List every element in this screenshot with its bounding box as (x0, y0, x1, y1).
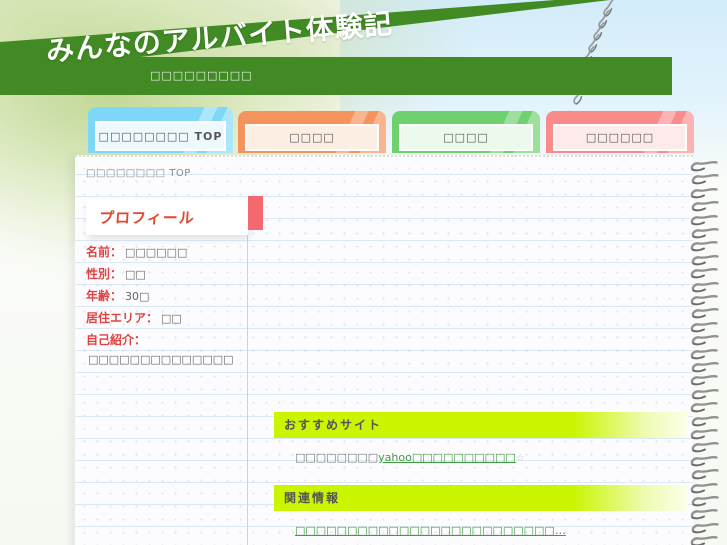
tab-home-top-label: □□□□□□□□ TOP (95, 121, 226, 151)
related-info-link[interactable]: □□□□□□□□□□□□□□□□□□□□□□□□□… (295, 524, 566, 537)
recommended-sites-heading: おすすめサイト (284, 418, 383, 432)
tab-2-label: □□□□ (245, 124, 379, 151)
profile-value: □□ (125, 268, 146, 281)
bookmark-tab (248, 196, 263, 230)
coil-icon (691, 438, 720, 453)
notebook-margin-line (247, 201, 248, 545)
coil-icon (690, 291, 719, 306)
coil-icon (690, 184, 719, 199)
related-info-heading: 関連情報 (284, 491, 341, 505)
coil-icon (691, 412, 720, 426)
coil-icon (691, 385, 720, 400)
coil-icon (690, 479, 719, 493)
profile-label: 性別： (86, 267, 123, 281)
coil-icon (690, 398, 719, 413)
coil-icon (691, 224, 720, 239)
tab-4[interactable]: □□□□□□ (546, 111, 694, 153)
profile-label: 年齢： (86, 289, 123, 303)
profile-label: 居住エリア： (86, 311, 159, 325)
tab-3[interactable]: □□□□ (392, 111, 540, 153)
profile-heading: プロフィール (98, 209, 196, 227)
recommended-site-link[interactable]: yahoo□□□□□□□□□□ (378, 451, 516, 464)
coil-icon (691, 304, 720, 319)
coil-icon (690, 264, 719, 279)
coil-icon (690, 452, 719, 467)
coil-icon (690, 371, 719, 386)
profile-row-name: 名前： □□□□□□ (86, 241, 246, 263)
coil-icon (691, 197, 720, 212)
recommended-site-line: □□□□□□□□yahoo□□□□□□□□□□☆ (295, 451, 525, 464)
coil-icon (691, 519, 720, 534)
profile-label: 名前： (86, 245, 123, 259)
profile-list: 名前： □□□□□□ 性別： □□ 年齢： 30□ 居住エリア： □□ 自己紹介… (86, 241, 246, 351)
related-info-bar: 関連情報 (274, 485, 688, 511)
coil-icon (690, 532, 719, 545)
tab-4-label: □□□□□□ (553, 124, 687, 151)
coil-icon (690, 237, 719, 252)
profile-row-gender: 性別： □□ (86, 263, 246, 285)
coil-icon (691, 358, 720, 373)
coil-icon (690, 425, 719, 440)
profile-value: 30□ (125, 290, 150, 303)
tab-home-top[interactable]: □□□□□□□□ TOP (88, 107, 233, 153)
profile-row-area: 居住エリア： □□ (86, 307, 246, 329)
breadcrumb: □□□□□□□□ TOP (86, 168, 191, 179)
coil-icon (691, 465, 720, 480)
coil-icon (690, 505, 719, 520)
notebook-page: □□□□□□□□ TOP プロフィール 名前： □□□□□□ 性別： □□ 年齢… (75, 155, 693, 545)
coil-icon (690, 211, 719, 225)
profile-heading-ribbon: プロフィール (86, 199, 248, 235)
tab-3-label: □□□□ (399, 124, 533, 151)
recommended-sites-bar: おすすめサイト (274, 412, 688, 438)
profile-row-introduction: 自己紹介： (86, 329, 246, 351)
recommended-site-prefix: □□□□□□□□ (295, 451, 379, 464)
profile-value: □□ (161, 312, 182, 325)
coil-icon (691, 170, 720, 185)
recommended-site-suffix: ☆ (515, 453, 525, 464)
tab-2[interactable]: □□□□ (238, 111, 386, 153)
coil-icon (691, 278, 720, 292)
coil-icon (690, 157, 719, 172)
coil-icon (690, 318, 719, 333)
profile-value: □□□□□□ (125, 246, 188, 259)
coil-icon (691, 492, 720, 507)
coil-icon (690, 345, 719, 359)
profile-label: 自己紹介： (86, 333, 147, 347)
profile-row-age: 年齢： 30□ (86, 285, 246, 307)
profile-intro-text: □□□□□□□□□□□□□□ (88, 353, 234, 366)
coil-icon (691, 331, 720, 346)
coil-icon (691, 251, 720, 266)
related-info-line: □□□□□□□□□□□□□□□□□□□□□□□□□… (295, 524, 566, 537)
